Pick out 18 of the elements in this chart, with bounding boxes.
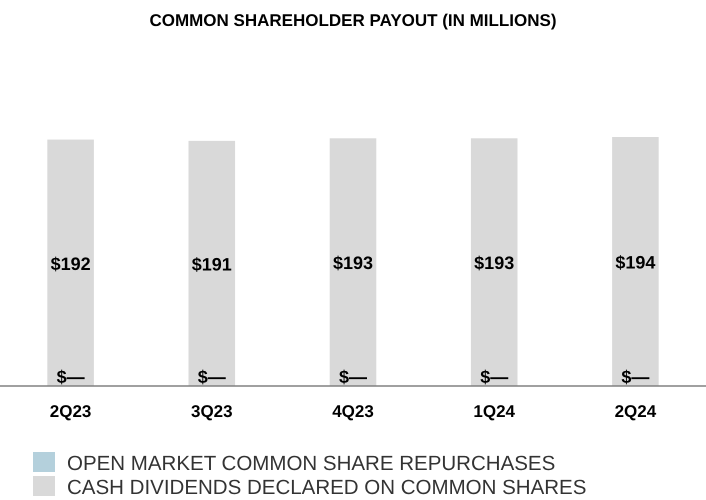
legend-label: CASH DIVIDENDS DECLARED ON COMMON SHARES <box>67 476 586 499</box>
data-label: $— <box>338 367 368 387</box>
data-label: $191 <box>192 254 232 274</box>
x-tick-label: 1Q24 <box>473 402 516 421</box>
data-label: $— <box>621 367 650 387</box>
data-label: $— <box>56 367 85 387</box>
chart-title: COMMON SHAREHOLDER PAYOUT (IN MILLIONS) <box>149 11 557 30</box>
data-label: $194 <box>615 252 656 272</box>
x-tick-label: 4Q23 <box>332 402 374 421</box>
x-tick-label: 2Q23 <box>50 402 92 421</box>
data-label: $193 <box>332 253 374 274</box>
data-label: $— <box>198 367 226 387</box>
data-label: $193 <box>474 253 514 274</box>
data-label: $— <box>480 367 508 387</box>
x-tick-label: 3Q23 <box>191 402 233 421</box>
x-tick-label: 2Q24 <box>614 402 657 421</box>
data-label: $192 <box>50 254 91 274</box>
legend-label: OPEN MARKET COMMON SHARE REPURCHASES <box>67 452 556 475</box>
